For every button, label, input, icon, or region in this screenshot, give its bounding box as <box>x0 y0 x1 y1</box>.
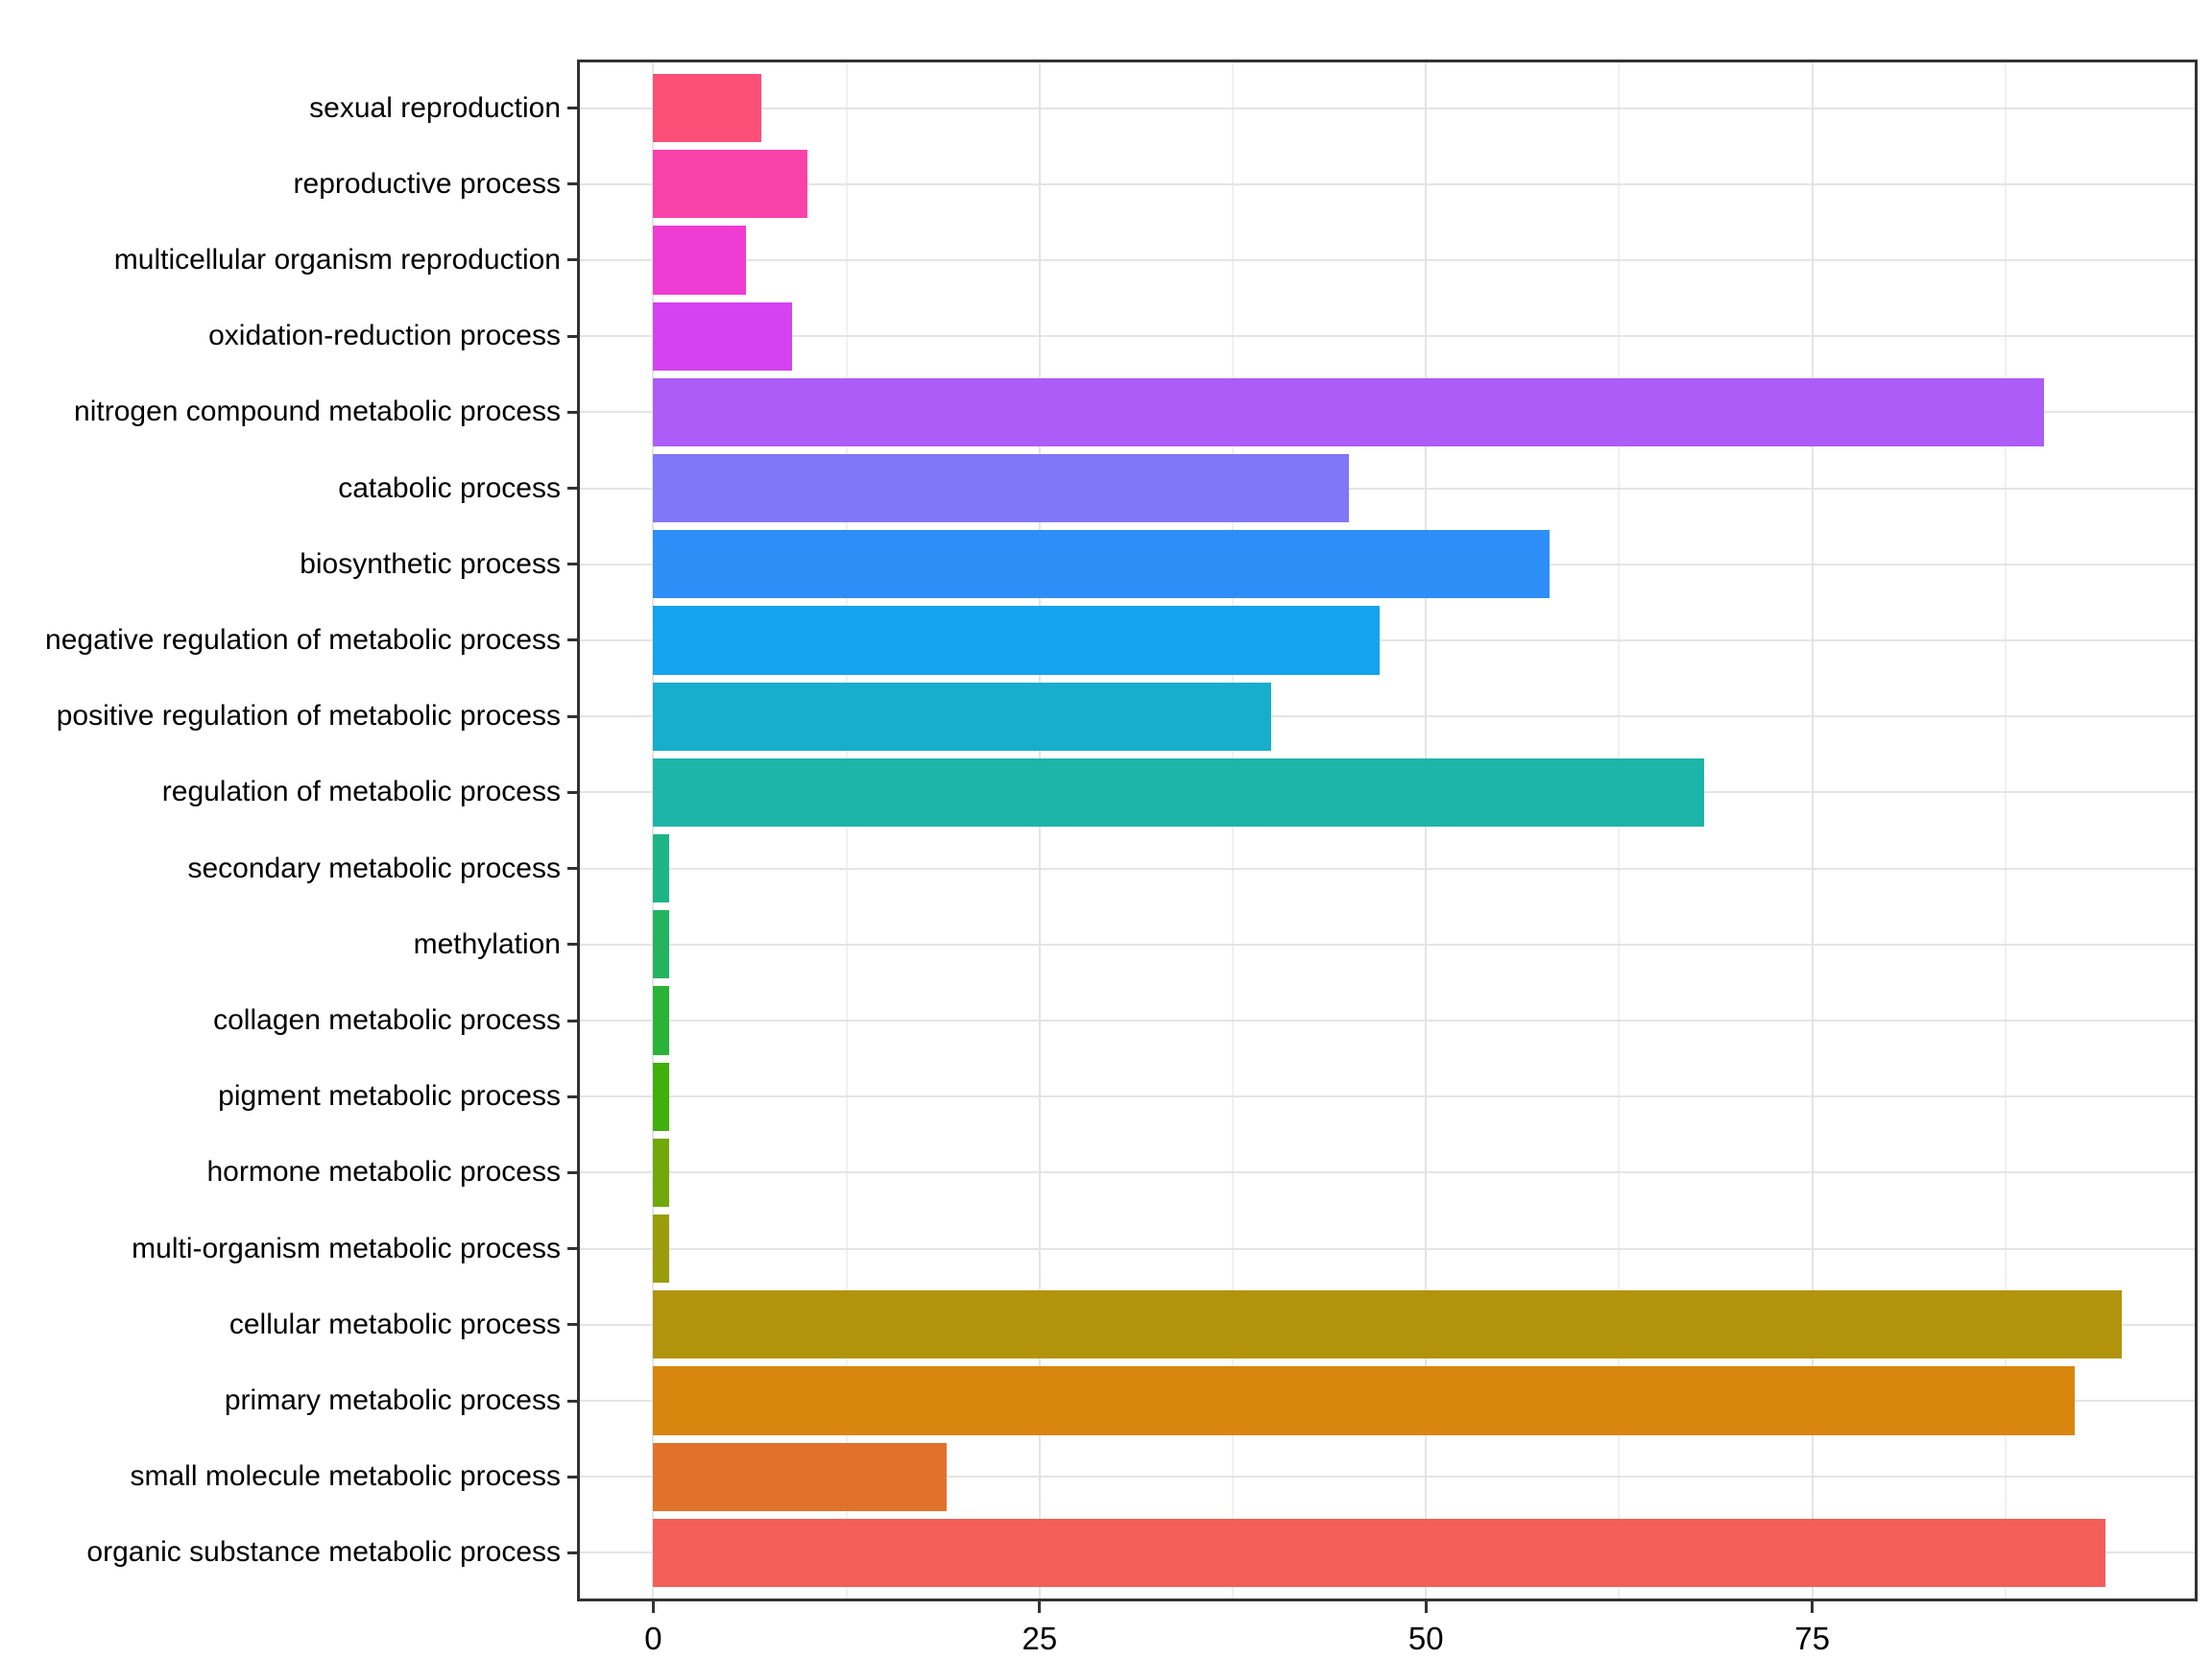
gridline-horizontal-major <box>580 487 2195 490</box>
bar-reproductive-process <box>653 150 808 219</box>
y-axis-label: reproductive process <box>293 167 561 200</box>
gridline-vertical-major <box>1038 62 1041 1599</box>
gridline-vertical-minor <box>1232 62 1235 1599</box>
y-axis-label: small molecule metabolic process <box>130 1460 561 1493</box>
y-tick-mark <box>567 714 577 718</box>
y-axis-label: catabolic process <box>338 471 561 504</box>
y-axis-label: hormone metabolic process <box>206 1156 561 1189</box>
gridline-horizontal-major <box>580 182 2195 185</box>
bar-sexual-reproduction <box>653 73 762 143</box>
bar-primary-metabolic-process <box>653 1366 2076 1435</box>
gridline-horizontal-major <box>580 867 2195 870</box>
y-axis-label: negative regulation of metabolic process <box>45 623 561 656</box>
y-tick-mark <box>567 1247 577 1251</box>
y-tick-mark <box>567 182 577 186</box>
gridline-horizontal-major <box>580 1171 2195 1174</box>
y-axis-label: secondary metabolic process <box>187 852 561 884</box>
plot-panel <box>577 60 2198 1601</box>
y-axis-label: oxidation-reduction process <box>208 320 561 352</box>
gridline-horizontal-major <box>580 638 2195 641</box>
gridline-horizontal-major <box>580 335 2195 338</box>
y-tick-mark <box>567 1019 577 1022</box>
gridline-vertical-minor <box>845 62 848 1599</box>
y-axis-label: biosynthetic process <box>300 547 561 580</box>
bar-nitrogen-compound-metabolic-process <box>653 377 2045 446</box>
y-tick-mark <box>567 107 577 110</box>
y-axis-label: multicellular organism reproduction <box>113 243 561 276</box>
gridline-horizontal-major <box>580 1247 2195 1250</box>
y-tick-mark <box>567 1475 577 1479</box>
y-axis-label: multi-organism metabolic process <box>132 1232 561 1264</box>
y-tick-mark <box>567 1323 577 1327</box>
bar-pigment-metabolic-process <box>653 1062 669 1131</box>
bar-methylation <box>653 910 669 979</box>
gridline-vertical-major <box>1811 62 1814 1599</box>
gridline-horizontal-major <box>580 258 2195 261</box>
bar-biosynthetic-process <box>653 530 1550 599</box>
bar-negative-regulation-of-metabolic-process <box>653 606 1380 675</box>
y-tick-mark <box>567 334 577 338</box>
gridline-horizontal-major <box>580 1476 2195 1479</box>
y-axis-label: collagen metabolic process <box>213 1004 561 1037</box>
x-tick-label: 25 <box>1022 1621 1058 1656</box>
x-tick-mark <box>1038 1601 1042 1613</box>
y-tick-mark <box>567 638 577 642</box>
bar-secondary-metabolic-process <box>653 833 669 903</box>
y-axis-label: primary metabolic process <box>224 1384 561 1417</box>
bar-multicellular-organism-reproduction <box>653 226 747 295</box>
y-tick-mark <box>567 410 577 414</box>
y-axis-label: nitrogen compound metabolic process <box>74 396 561 428</box>
gridline-vertical-major <box>652 62 655 1599</box>
gridline-horizontal-major <box>580 1020 2195 1022</box>
bar-positive-regulation-of-metabolic-process <box>653 682 1272 751</box>
y-tick-mark <box>567 867 577 871</box>
y-tick-mark <box>567 1399 577 1403</box>
bar-small-molecule-metabolic-process <box>653 1442 948 1511</box>
gridline-horizontal-major <box>580 943 2195 946</box>
bar-regulation-of-metabolic-process <box>653 757 1704 828</box>
y-tick-mark <box>567 943 577 947</box>
y-tick-mark <box>567 790 577 794</box>
bar-collagen-metabolic-process <box>653 986 669 1055</box>
gridline-horizontal-major <box>580 715 2195 718</box>
bar-organic-substance-metabolic-process <box>653 1518 2106 1588</box>
bar-catabolic-process <box>653 453 1349 523</box>
y-axis-label: organic substance metabolic process <box>86 1536 561 1569</box>
gridline-horizontal-major <box>580 107 2195 109</box>
y-axis-label: positive regulation of metabolic process <box>56 700 561 733</box>
gridline-vertical-minor <box>1618 62 1621 1599</box>
y-tick-mark <box>567 1551 577 1554</box>
x-tick-label: 50 <box>1407 1621 1444 1656</box>
bar-oxidation-reduction-process <box>653 301 793 371</box>
bar-multi-organism-metabolic-process <box>653 1214 669 1284</box>
y-tick-mark <box>567 563 577 566</box>
y-axis-label: cellular metabolic process <box>228 1308 561 1340</box>
y-axis-label: pigment metabolic process <box>218 1080 561 1113</box>
gridline-vertical-major <box>1425 62 1428 1599</box>
x-tick-mark <box>651 1601 655 1613</box>
bar-hormone-metabolic-process <box>653 1138 669 1208</box>
y-axis-label: sexual reproduction <box>309 91 561 124</box>
y-tick-mark <box>567 487 577 491</box>
y-tick-mark <box>567 1170 577 1174</box>
x-tick-label: 0 <box>644 1621 662 1656</box>
x-tick-label: 75 <box>1794 1621 1830 1656</box>
y-tick-mark <box>567 1094 577 1098</box>
gridline-vertical-minor <box>2004 62 2007 1599</box>
x-tick-mark <box>1424 1601 1428 1613</box>
bar-cellular-metabolic-process <box>653 1290 2122 1359</box>
gridline-horizontal-major <box>580 1095 2195 1098</box>
y-tick-mark <box>567 258 577 262</box>
x-tick-mark <box>1811 1601 1815 1613</box>
y-axis-label: methylation <box>413 927 561 960</box>
y-axis-label: regulation of metabolic process <box>161 776 561 808</box>
